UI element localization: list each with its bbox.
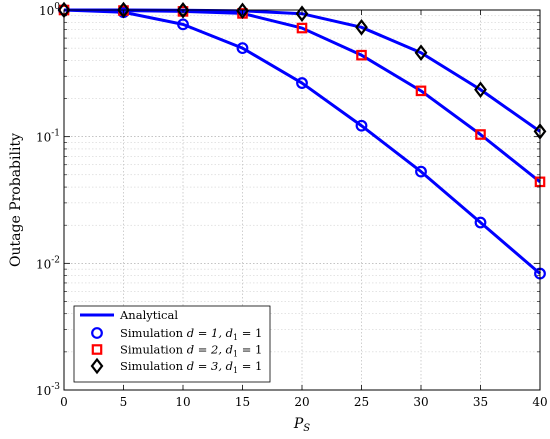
axis-labels: 0 5 10 15 20 25 30 35 40 100 10-1 10-2 10-3 <box>36 2 548 409</box>
diamond-marker <box>295 5 309 23</box>
y-tick-label: 10-2 <box>36 255 60 271</box>
circle-marker <box>355 119 368 132</box>
x-tick-label: 35 <box>473 395 488 409</box>
circle-marker <box>474 216 487 229</box>
y-axis-label: Outage Probability <box>8 133 24 267</box>
circle-marker <box>296 77 308 89</box>
axis-ticks <box>63 9 541 391</box>
x-tick-label: 15 <box>235 395 250 409</box>
y-tick-label: 10-3 <box>36 382 60 398</box>
legend-series-label: Simulation d = 3, d1 = 1 <box>120 359 262 375</box>
x-tick-label: 25 <box>354 395 369 409</box>
legend: Analytical Simulation d = 1, d1 = 1Simul… <box>73 305 271 383</box>
legend-series-label: Simulation d = 2, d1 = 1 <box>120 343 262 359</box>
legend-circle-marker <box>91 327 103 339</box>
square-marker <box>356 49 367 61</box>
y-tick-label: 100 <box>39 2 60 18</box>
diamond-marker <box>236 2 249 20</box>
x-tick-label: 40 <box>532 395 547 409</box>
diamond-marker <box>355 19 368 36</box>
square-marker <box>475 129 486 140</box>
x-tick-label: 20 <box>294 395 309 409</box>
analytical-curve-1 <box>63 8 541 275</box>
diamond-marker <box>176 1 190 19</box>
legend-series-label: Simulation d = 1, d1 = 1 <box>120 326 262 342</box>
x-tick-label: 0 <box>60 395 68 409</box>
y-tick-label: 10-1 <box>36 129 60 145</box>
legend-diamond-marker <box>90 357 104 375</box>
circle-marker <box>415 165 427 178</box>
diamond-marker <box>414 44 428 62</box>
x-axis-label: PS <box>293 416 310 434</box>
legend-analytical-label: Analytical <box>119 308 178 322</box>
circle-marker <box>177 18 189 31</box>
x-tick-label: 5 <box>120 395 128 409</box>
circle-marker <box>236 42 249 55</box>
x-tick-label: 10 <box>175 395 190 409</box>
x-tick-label: 30 <box>413 395 428 409</box>
legend-square-marker <box>91 344 103 355</box>
diamond-marker <box>474 81 487 98</box>
diamond-marker <box>117 1 130 19</box>
legend-box <box>73 305 271 383</box>
square-marker <box>415 85 427 97</box>
square-marker <box>296 22 308 34</box>
